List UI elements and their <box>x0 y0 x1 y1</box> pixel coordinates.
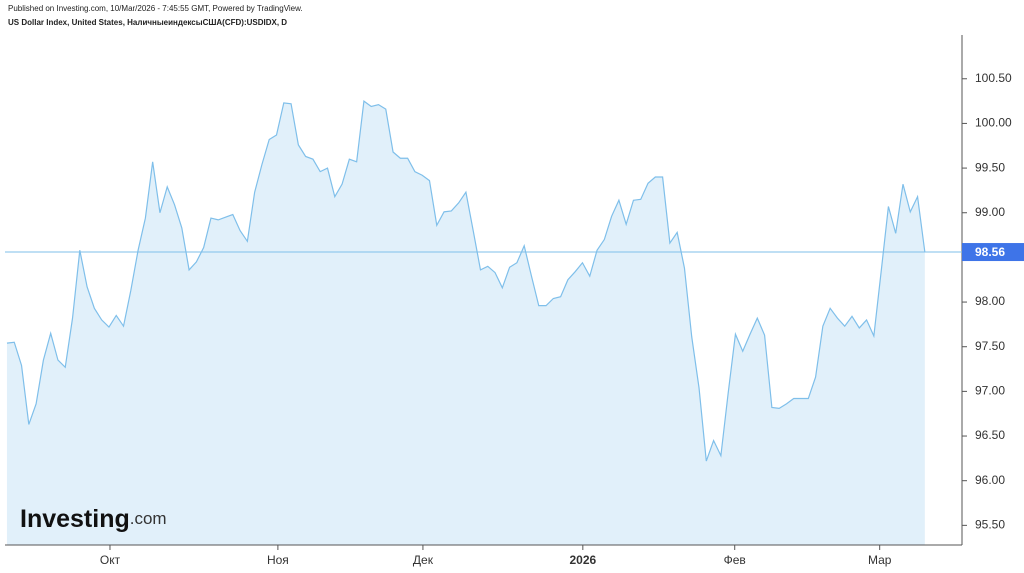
y-tick-label: 98.00 <box>975 294 1005 308</box>
price-line <box>6 99 926 462</box>
logo-suffix: .com <box>130 509 167 528</box>
y-tick-label: 99.00 <box>975 205 1005 219</box>
logo: Investing.com <box>20 505 167 533</box>
y-tick-label: 100.00 <box>975 116 1012 130</box>
instrument-title: US Dollar Index, United States, Наличные… <box>8 18 287 27</box>
plot-area <box>6 99 926 545</box>
y-tick-label: 99.50 <box>975 160 1005 174</box>
x-tick-label: Мар <box>868 553 892 567</box>
y-tick-label: 96.50 <box>975 428 1005 442</box>
y-tick-label: 100.50 <box>975 71 1012 85</box>
logo-main: Investing <box>20 505 130 533</box>
y-tick-label: 97.50 <box>975 339 1005 353</box>
x-tick-label: Фев <box>724 553 746 567</box>
x-tick-label: Дек <box>413 553 434 567</box>
area-fill <box>6 101 925 545</box>
last-value-box <box>962 243 1024 262</box>
y-tick-label: 97.00 <box>975 384 1005 398</box>
y-tick-label: 95.50 <box>975 518 1005 532</box>
last-value-label: 98.56 <box>975 245 1005 259</box>
x-tick-label: Окт <box>100 553 121 567</box>
x-tick-label: 2026 <box>569 553 596 567</box>
x-tick-label: Ноя <box>267 553 289 567</box>
published-note: Published on Investing.com, 10/Mar/2026 … <box>8 4 303 13</box>
y-tick-label: 96.00 <box>975 473 1005 487</box>
